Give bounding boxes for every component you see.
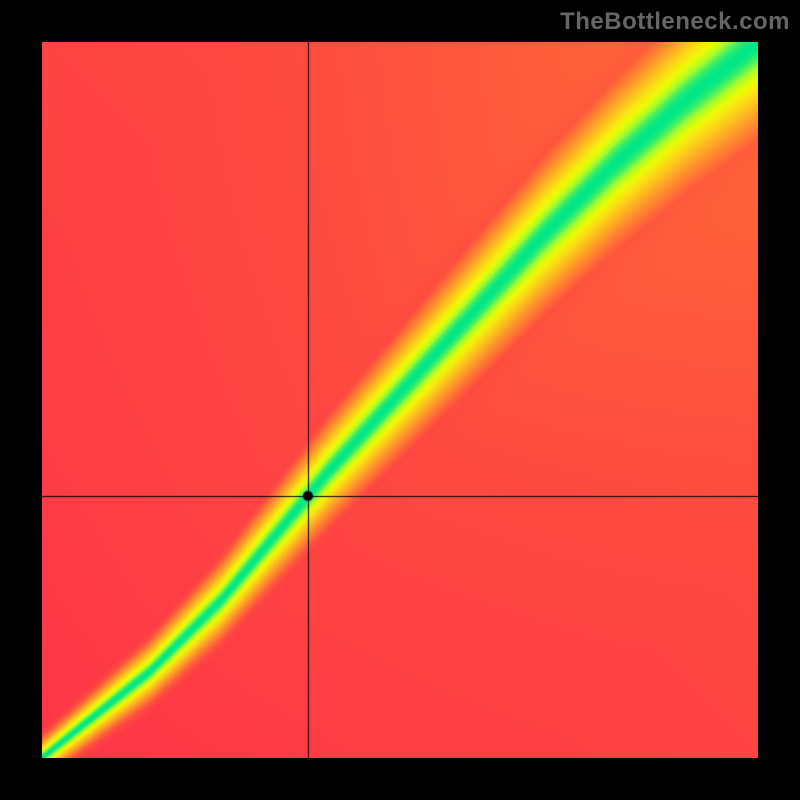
watermark-text: TheBottleneck.com bbox=[560, 8, 790, 36]
plot-area bbox=[42, 42, 758, 758]
heatmap-canvas bbox=[42, 42, 758, 758]
chart-container: TheBottleneck.com bbox=[0, 0, 800, 800]
